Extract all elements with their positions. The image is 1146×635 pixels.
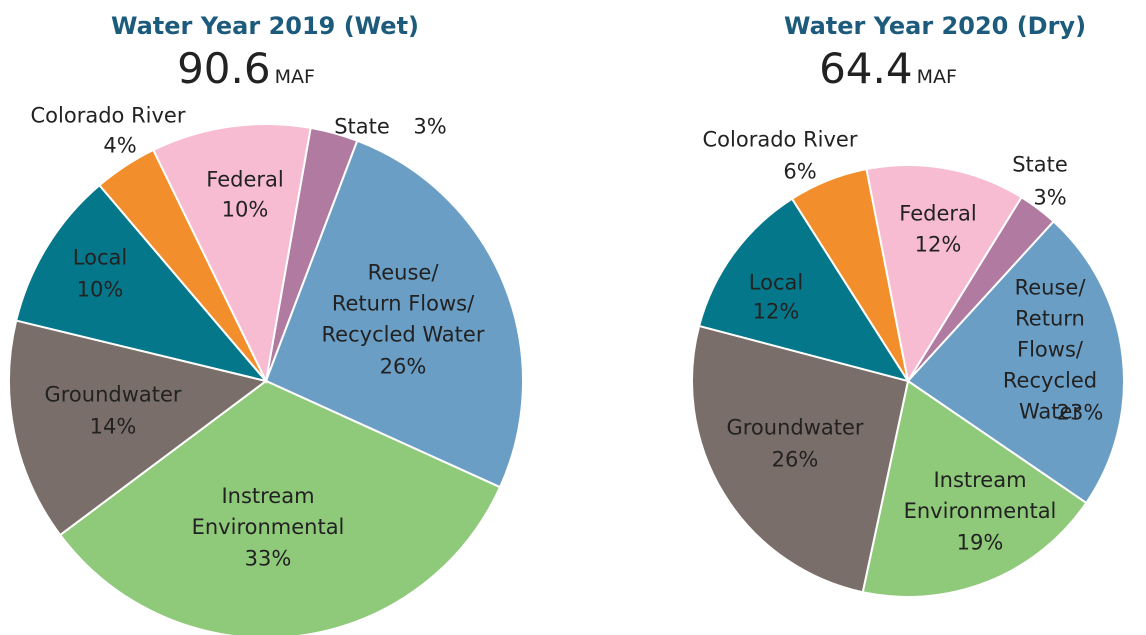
total-value: 90.6	[177, 44, 271, 93]
slice-label: Colorado River	[30, 103, 186, 128]
pie-slice	[8, 319, 269, 537]
slice-label: Local	[72, 245, 128, 270]
chart-title: Water Year 2020 (Dry)	[783, 12, 1087, 40]
total: 64.4 MAF	[819, 44, 957, 93]
slice-value-label: 3%	[413, 114, 447, 139]
pie-slice	[152, 123, 312, 385]
slice-value-label: 6%	[783, 159, 817, 184]
slice-label: Groundwater	[44, 382, 182, 407]
total-unit: MAF	[916, 66, 957, 88]
total-value: 64.4	[819, 44, 913, 93]
slice-value-label: 19%	[956, 530, 1004, 555]
pie-slice	[697, 197, 911, 383]
slice-label: Instream Environmental	[191, 484, 345, 539]
slice-value-label: 10%	[221, 197, 269, 222]
total-unit: MAF	[274, 66, 315, 88]
slice-value-label: 23%	[1056, 400, 1104, 425]
slice-label: State	[334, 114, 390, 139]
slice-label: Colorado River	[702, 127, 858, 152]
pie-slice	[14, 183, 269, 383]
slice-value-label: 3%	[1033, 185, 1067, 210]
slice-value-label: 33%	[244, 546, 292, 571]
slice-label: Groundwater	[726, 415, 864, 440]
slice-value-label: 26%	[379, 354, 427, 379]
slice-label: Reuse/ Return Flows/ Recycled Water	[321, 260, 485, 347]
slice-value-label: 12%	[914, 232, 962, 257]
pie-slice	[691, 324, 910, 594]
slice-value-label: 14%	[89, 414, 137, 439]
slice-label: Local	[748, 270, 804, 295]
slice-label: State	[1012, 152, 1068, 177]
slice-label: Instream Environmental	[903, 468, 1057, 523]
pie-slice	[906, 220, 1125, 505]
slice-value-label: 10%	[76, 277, 124, 302]
slice-label: Federal	[206, 167, 284, 192]
total: 90.6 MAF	[177, 44, 315, 93]
chart-title: Water Year 2019 (Wet)	[110, 12, 420, 40]
pie-slice	[865, 164, 1023, 384]
pie-slice	[264, 139, 524, 489]
pie-slice	[58, 379, 502, 635]
slice-value-label: 12%	[752, 299, 800, 324]
slice-label: Federal	[899, 201, 977, 226]
slice-label: Reuse/ Return Flows/ Recycled Water	[1002, 275, 1098, 424]
slice-value-label: 26%	[771, 447, 819, 472]
slice-value-label: 4%	[103, 133, 137, 158]
pie-slice	[861, 379, 1088, 598]
